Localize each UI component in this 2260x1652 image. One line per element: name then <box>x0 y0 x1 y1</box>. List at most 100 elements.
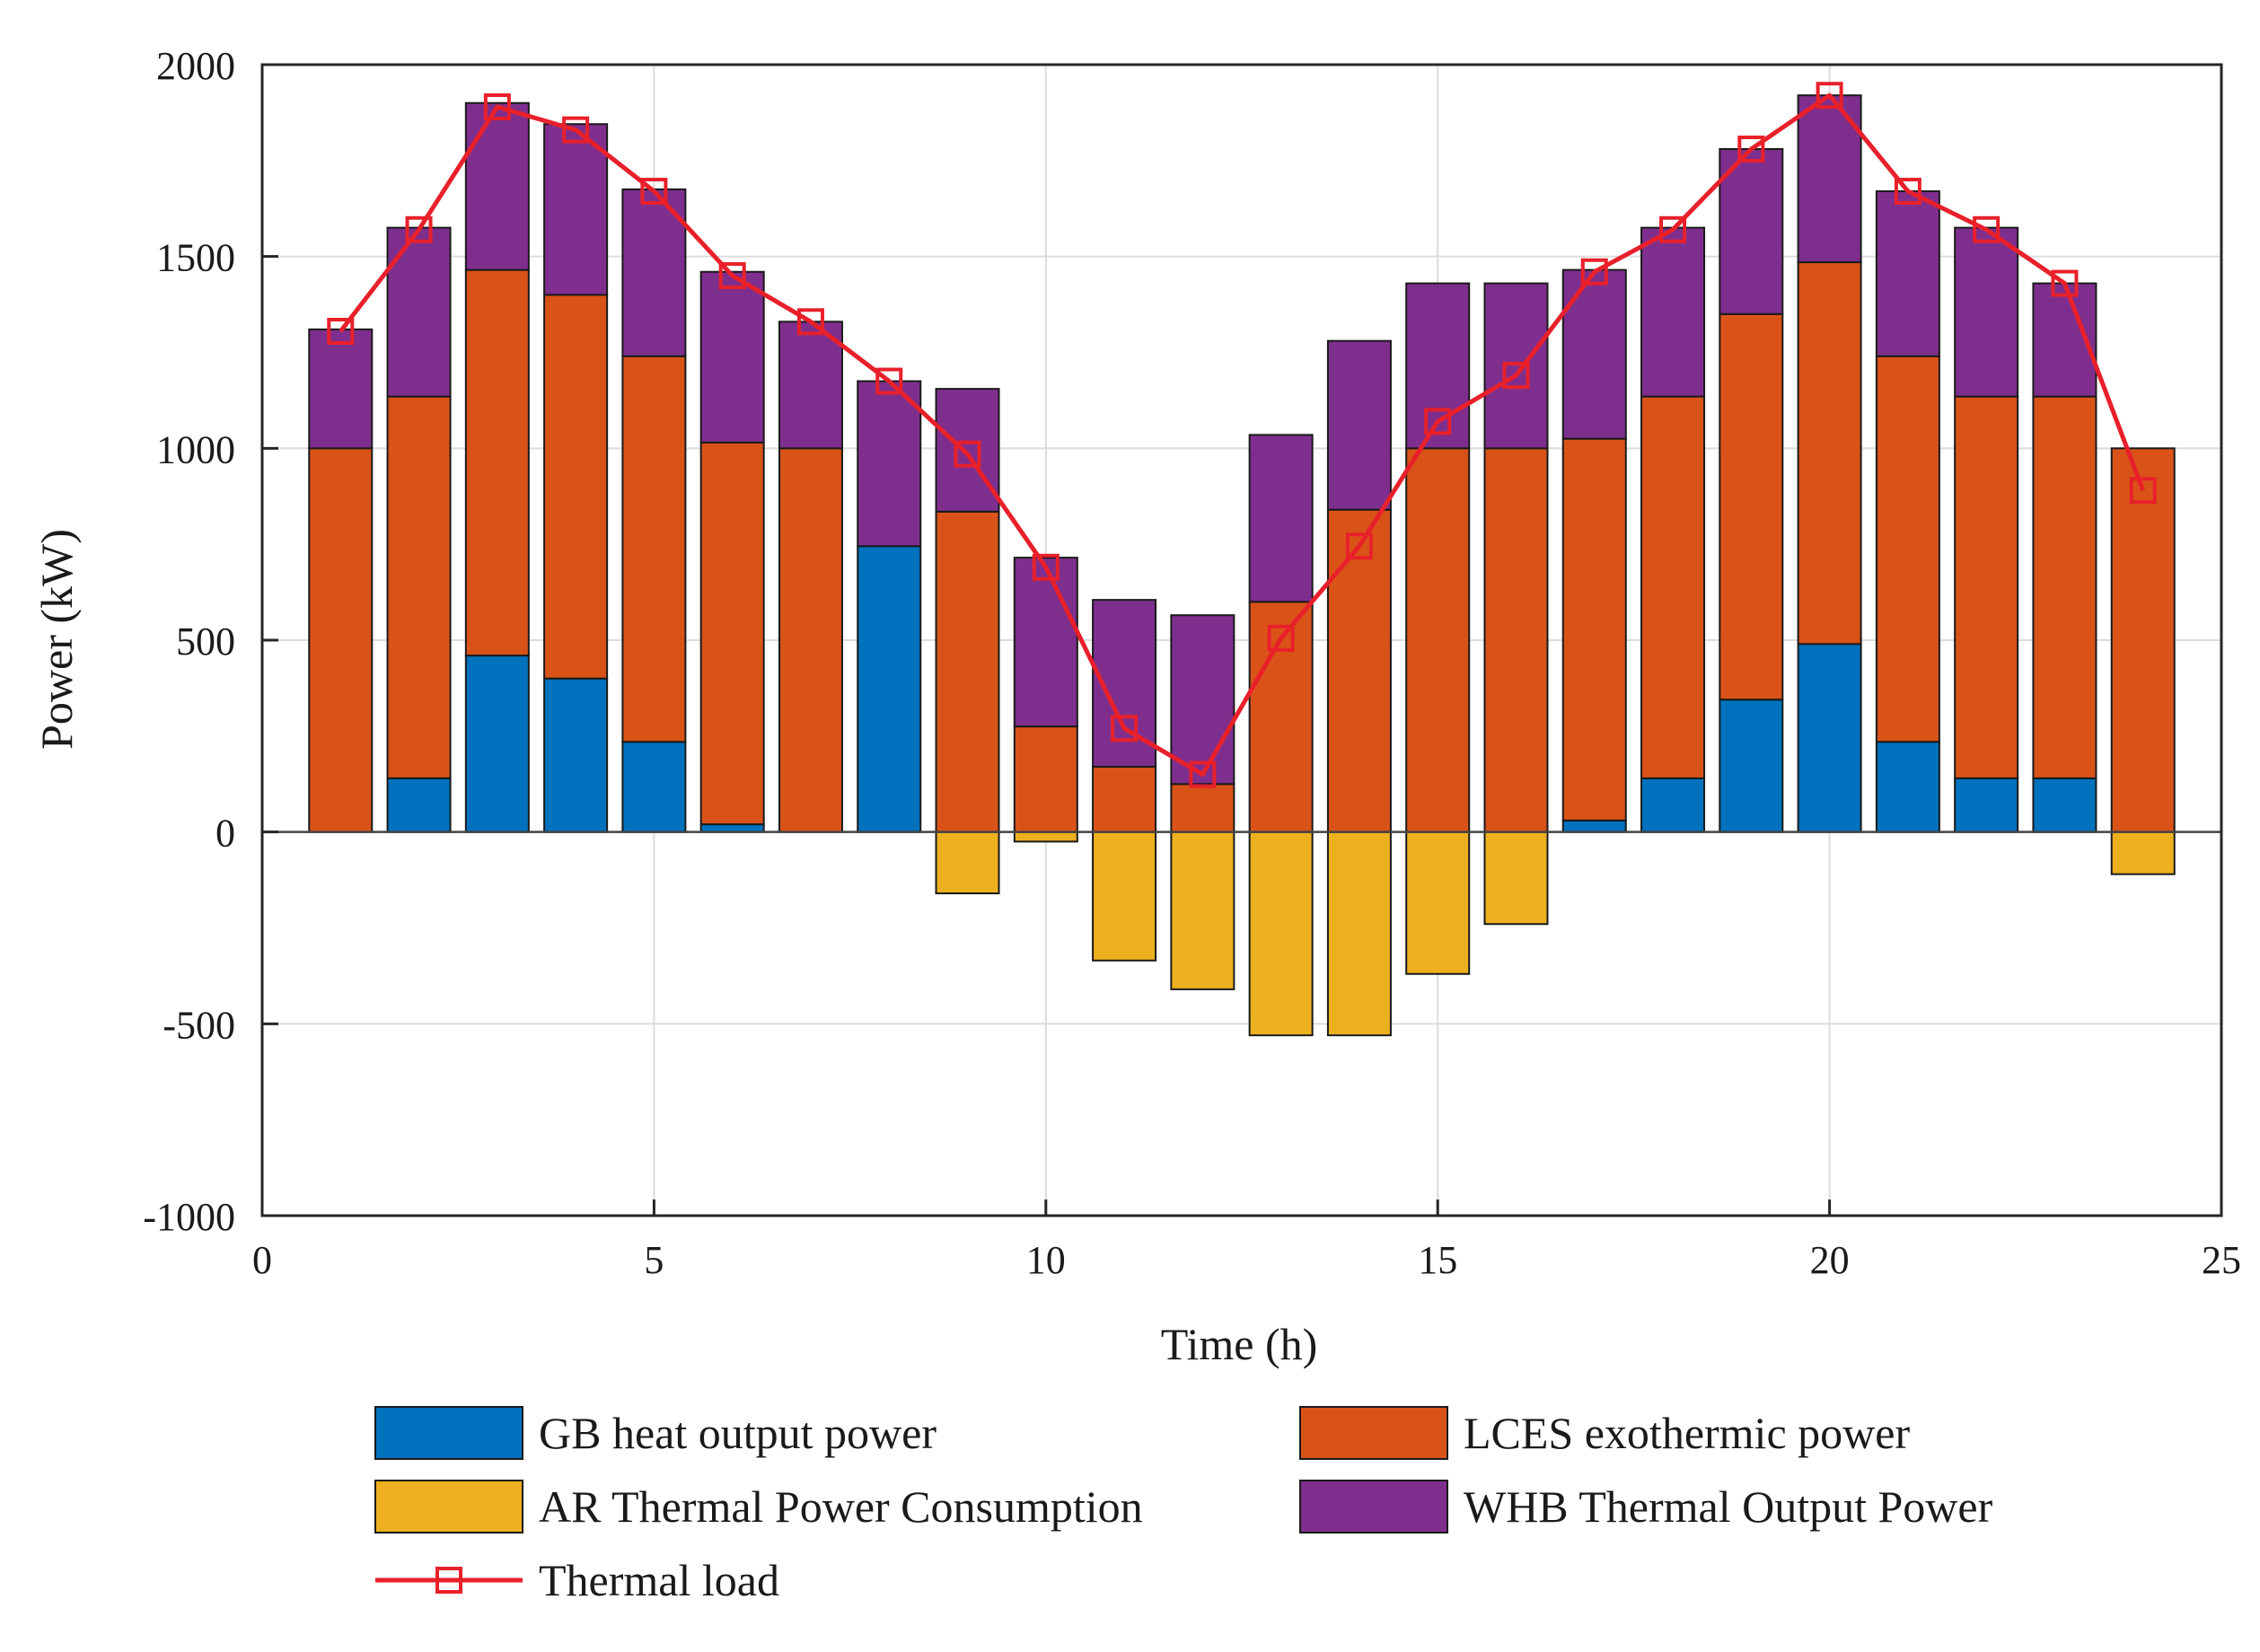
x-tick-label: 0 <box>252 1238 272 1282</box>
lces-bar <box>1954 395 2019 779</box>
lces-bar <box>2032 395 2097 779</box>
thermal-load-marker <box>2129 477 2157 505</box>
lces-bar <box>1719 312 1784 701</box>
thermal-load-marker <box>1659 215 1687 243</box>
thermal-load-marker <box>1816 82 1843 110</box>
x-tick-label: 20 <box>1810 1238 1850 1282</box>
gb-bar <box>857 545 922 833</box>
legend-label-lces: LCES exothermic power <box>1464 1408 1910 1458</box>
ar-bar <box>1326 830 1392 1037</box>
whb-bar <box>1875 190 1940 357</box>
thermal-load-marker <box>1267 624 1295 652</box>
lces-bar <box>621 355 687 743</box>
y-tick-label: 1000 <box>156 427 235 471</box>
lces-bar <box>778 447 843 833</box>
x-tick-label: 10 <box>1026 1238 1066 1282</box>
ar-bar <box>1483 830 1549 926</box>
thermal-load-marker <box>1111 715 1139 743</box>
thermal-load-marker <box>1502 362 1530 390</box>
whb-bar <box>1170 614 1236 786</box>
gb-bar <box>699 823 765 833</box>
gb-bar <box>1640 777 1706 833</box>
lces-bar <box>1013 725 1078 833</box>
lces-bar <box>386 395 452 779</box>
lces-bar <box>1875 355 1940 743</box>
y-tick-label: 0 <box>215 812 235 856</box>
thermal-load-marker <box>1894 178 1921 206</box>
gb-bar <box>1954 777 2019 833</box>
lces-bar <box>2110 447 2176 833</box>
whb-bar <box>386 226 452 398</box>
gb-bar <box>1561 819 1627 833</box>
thermal-load-marker <box>327 317 355 345</box>
whb-bar <box>1248 434 1314 603</box>
thermal-load-marker <box>1973 215 2001 243</box>
gb-bar <box>464 655 530 833</box>
ar-bar <box>1170 830 1236 990</box>
ar-bar <box>1405 830 1471 975</box>
gb-bar <box>621 741 687 833</box>
gb-bar <box>2032 777 2097 833</box>
x-tick-label: 25 <box>2202 1238 2241 1282</box>
y-tick-label: 1500 <box>156 236 235 280</box>
x-axis-label: Time (h) <box>1161 1319 1318 1369</box>
lces-bar <box>464 268 530 657</box>
gb-bar <box>386 777 452 833</box>
whb-bar <box>621 188 687 357</box>
lces-bar <box>1092 766 1157 833</box>
legend-swatch-lces <box>1299 1406 1448 1460</box>
legend: GB heat output power LCES exothermic powe… <box>374 1406 1993 1605</box>
thermal-load-marker <box>1032 553 1060 581</box>
thermal-load-marker <box>796 308 824 336</box>
whb-bar <box>1719 148 1784 315</box>
lces-bar <box>308 447 374 833</box>
thermal-load-marker <box>483 93 511 121</box>
thermal-load-series <box>327 82 2157 788</box>
legend-swatch-ar <box>374 1480 523 1533</box>
thermal-load-marker <box>954 440 981 468</box>
gb-bar <box>1719 699 1784 833</box>
legend-swatch-whb <box>1299 1480 1448 1533</box>
lces-bar <box>1640 395 1706 779</box>
thermal-load-marker <box>640 178 668 206</box>
whb-bar <box>1326 339 1392 511</box>
whb-bar <box>1013 557 1078 728</box>
y-tick-label: 500 <box>176 620 235 663</box>
legend-label-gb: GB heat output power <box>539 1408 937 1458</box>
thermal-load-marker <box>2051 269 2079 297</box>
y-tick-label: 2000 <box>156 44 235 88</box>
lces-bar <box>1561 437 1627 822</box>
x-tick-label: 5 <box>644 1238 664 1282</box>
ar-bar <box>2110 830 2176 875</box>
ar-bar <box>1013 830 1078 843</box>
thermal-load-marker <box>875 367 903 395</box>
whb-bar <box>857 380 922 548</box>
lces-bar <box>543 294 609 680</box>
lces-bar <box>699 441 765 826</box>
gb-bar <box>1797 643 1862 833</box>
whb-bar <box>308 328 374 450</box>
legend-label-whb: WHB Thermal Output Power <box>1464 1481 1993 1532</box>
legend-label-load: Thermal load <box>539 1555 779 1605</box>
thermal-load-marker <box>1345 532 1373 560</box>
lces-bar <box>1797 261 1862 646</box>
whb-bar <box>1954 226 2019 398</box>
lces-bar <box>1483 447 1549 833</box>
whb-bar <box>1640 226 1706 398</box>
y-tick-label: -500 <box>163 1003 235 1047</box>
axes <box>260 63 2223 1217</box>
x-tick-label: 15 <box>1418 1238 1457 1282</box>
lces-bar <box>1405 447 1471 833</box>
whb-bar <box>699 270 765 444</box>
thermal-load-marker <box>562 116 590 144</box>
lces-bar <box>1170 783 1236 833</box>
lces-bar <box>935 510 1000 833</box>
thermal-load-marker <box>1424 408 1452 435</box>
thermal-load-marker <box>1580 258 1608 286</box>
ar-bar <box>1092 830 1157 962</box>
whb-bar <box>778 321 843 450</box>
thermal-load-marker <box>1189 760 1217 788</box>
legend-label-ar: AR Thermal Power Consumption <box>539 1481 1143 1532</box>
legend-swatch-gb <box>374 1406 523 1460</box>
bar-series <box>308 94 2176 1037</box>
